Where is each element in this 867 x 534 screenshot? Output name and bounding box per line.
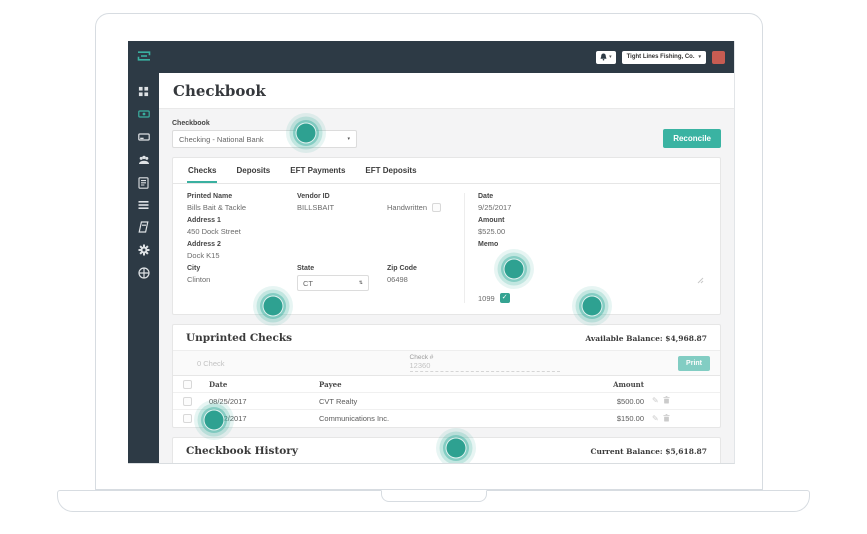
tab-deposits[interactable]: Deposits xyxy=(236,166,271,175)
checkbook-select[interactable]: Checking - National Bank ▾ xyxy=(172,130,357,148)
tour-hotspot-1099[interactable] xyxy=(503,258,525,280)
address1-value[interactable]: 450 Dock Street xyxy=(187,227,241,236)
reconcile-button[interactable]: Reconcile xyxy=(663,129,721,148)
city-value[interactable]: Clinton xyxy=(187,275,211,284)
history-title: Checkbook History xyxy=(186,445,298,457)
zip-label: Zip Code xyxy=(387,265,417,272)
delete-icon[interactable] xyxy=(663,413,670,424)
cell-date: 08/25/2017 xyxy=(209,396,247,406)
printed-name-value[interactable]: Bills Bait & Tackle xyxy=(187,203,247,212)
tab-eft-deposits[interactable]: EFT Deposits xyxy=(365,166,417,175)
topbar: ▾ Tight Lines Fishing, Co. ▾ xyxy=(159,41,734,73)
chevron-down-icon: ▾ xyxy=(609,53,612,60)
check-detail-panel: Checks Deposits EFT Payments EFT Deposit… xyxy=(172,157,721,315)
handwritten-label: Handwritten xyxy=(387,203,428,212)
laptop-base-notch xyxy=(380,490,487,502)
unprinted-row[interactable]: 08/25/2017 CVT Realty $500.00 ✎ xyxy=(173,393,720,410)
tab-eft-payments[interactable]: EFT Payments xyxy=(290,166,346,175)
bell-icon xyxy=(600,48,607,66)
amount-value[interactable]: $525.00 xyxy=(478,227,506,236)
app-window: ▾ Tight Lines Fishing, Co. ▾ Checkbook xyxy=(128,41,735,464)
invoice-icon[interactable] xyxy=(138,176,149,189)
address1-label: Address 1 xyxy=(187,217,221,224)
company-selector[interactable]: Tight Lines Fishing, Co. ▾ xyxy=(621,50,706,64)
selected-count: 0 Check xyxy=(197,358,225,368)
state-select-value: CT xyxy=(303,278,313,288)
page-header: Checkbook xyxy=(159,73,734,109)
notifications-button[interactable]: ▾ xyxy=(596,48,616,66)
ledger-icon[interactable] xyxy=(138,220,149,233)
vendor-id-value[interactable]: BILLSBAIT xyxy=(297,203,335,212)
col-amount: Amount xyxy=(613,379,644,389)
print-toolbar: 0 Check Check # 12360 Print xyxy=(173,350,720,376)
unprinted-table-header: Date Payee Amount xyxy=(173,376,720,393)
row-checkbox[interactable] xyxy=(183,414,192,423)
tab-checks[interactable]: Checks xyxy=(187,158,218,183)
checkbook-icon[interactable] xyxy=(137,108,150,120)
address2-value[interactable]: Dock K15 xyxy=(187,251,220,260)
ten99-label: 1099 xyxy=(478,293,495,303)
delete-icon[interactable] xyxy=(663,396,670,406)
city-label: City xyxy=(187,265,201,272)
apps-grid-icon[interactable] xyxy=(138,86,149,97)
credit-card-icon[interactable] xyxy=(137,131,150,143)
edit-icon[interactable]: ✎ xyxy=(652,413,659,423)
tab-bar: Checks Deposits EFT Payments EFT Deposit… xyxy=(173,158,720,184)
page-content: Checkbook Checking - National Bank ▾ Rec… xyxy=(159,109,734,463)
checkbook-select-value: Checking - National Bank xyxy=(179,134,264,144)
page-title: Checkbook xyxy=(173,82,266,100)
state-label: State xyxy=(297,265,315,272)
tour-hotspot-available-balance[interactable] xyxy=(581,295,603,317)
zip-value[interactable]: 06498 xyxy=(387,275,408,284)
list-icon[interactable] xyxy=(138,200,149,210)
vendor-id-label: Vendor ID xyxy=(297,193,330,200)
tour-hotspot-checkbook-select[interactable] xyxy=(295,122,317,144)
laptop-base xyxy=(57,490,810,512)
select-all-checkbox[interactable] xyxy=(183,379,192,389)
settings-gear-icon[interactable] xyxy=(138,244,150,256)
company-name: Tight Lines Fishing, Co. xyxy=(626,54,695,60)
handwritten-checkbox[interactable] xyxy=(432,203,442,212)
tour-hotspot-history-title[interactable] xyxy=(203,409,225,431)
sidebar xyxy=(128,41,159,463)
available-balance: Available Balance: $4,968.87 xyxy=(585,333,707,343)
tour-hotspot-history-table[interactable] xyxy=(445,437,467,459)
row-checkbox[interactable] xyxy=(183,396,192,406)
col-date: Date xyxy=(209,379,228,389)
users-icon[interactable] xyxy=(138,154,150,166)
chevron-down-icon: ▾ xyxy=(698,53,701,60)
date-value[interactable]: 9/25/2017 xyxy=(478,203,512,212)
stepper-icon: ⇅ xyxy=(358,279,363,286)
unprinted-checks-panel: Unprinted Checks Available Balance: $4,9… xyxy=(172,324,721,428)
chevron-down-icon: ▾ xyxy=(347,135,350,142)
current-balance: Current Balance: $5,618.87 xyxy=(590,446,707,456)
print-button[interactable]: Print xyxy=(678,355,710,371)
col-payee: Payee xyxy=(319,379,342,389)
tour-hotspot-unprinted-title[interactable] xyxy=(262,295,284,317)
check-number-label: Check # xyxy=(409,354,434,361)
ten99-checkbox[interactable]: ✓ xyxy=(499,293,510,303)
laptop-screen-bezel: ▾ Tight Lines Fishing, Co. ▾ Checkbook xyxy=(95,13,763,490)
printed-name-label: Printed Name xyxy=(187,193,233,200)
cell-amount: $500.00 xyxy=(616,396,644,406)
check-number-input[interactable]: 12360 xyxy=(409,361,560,372)
app-logo-icon xyxy=(136,49,152,68)
checkbook-select-label: Checkbook xyxy=(172,120,210,127)
unprinted-checks-title: Unprinted Checks xyxy=(186,332,293,344)
help-globe-icon[interactable] xyxy=(137,266,150,279)
cell-date: 09/12/2017 xyxy=(209,414,247,423)
edit-icon[interactable]: ✎ xyxy=(652,396,659,405)
cell-amount: $150.00 xyxy=(616,414,644,423)
memo-label: Memo xyxy=(478,241,499,248)
date-label: Date xyxy=(478,193,494,200)
resize-handle-icon[interactable] xyxy=(697,271,704,289)
cell-payee: CVT Realty xyxy=(319,396,358,406)
account-square-button[interactable] xyxy=(712,50,725,64)
state-select[interactable]: CT ⇅ xyxy=(297,275,369,291)
cell-payee: Communications Inc. xyxy=(319,414,390,423)
address2-label: Address 2 xyxy=(187,241,221,248)
unprinted-row[interactable]: 09/12/2017 Communications Inc. $150.00 ✎ xyxy=(173,410,720,427)
amount-label: Amount xyxy=(478,217,505,224)
